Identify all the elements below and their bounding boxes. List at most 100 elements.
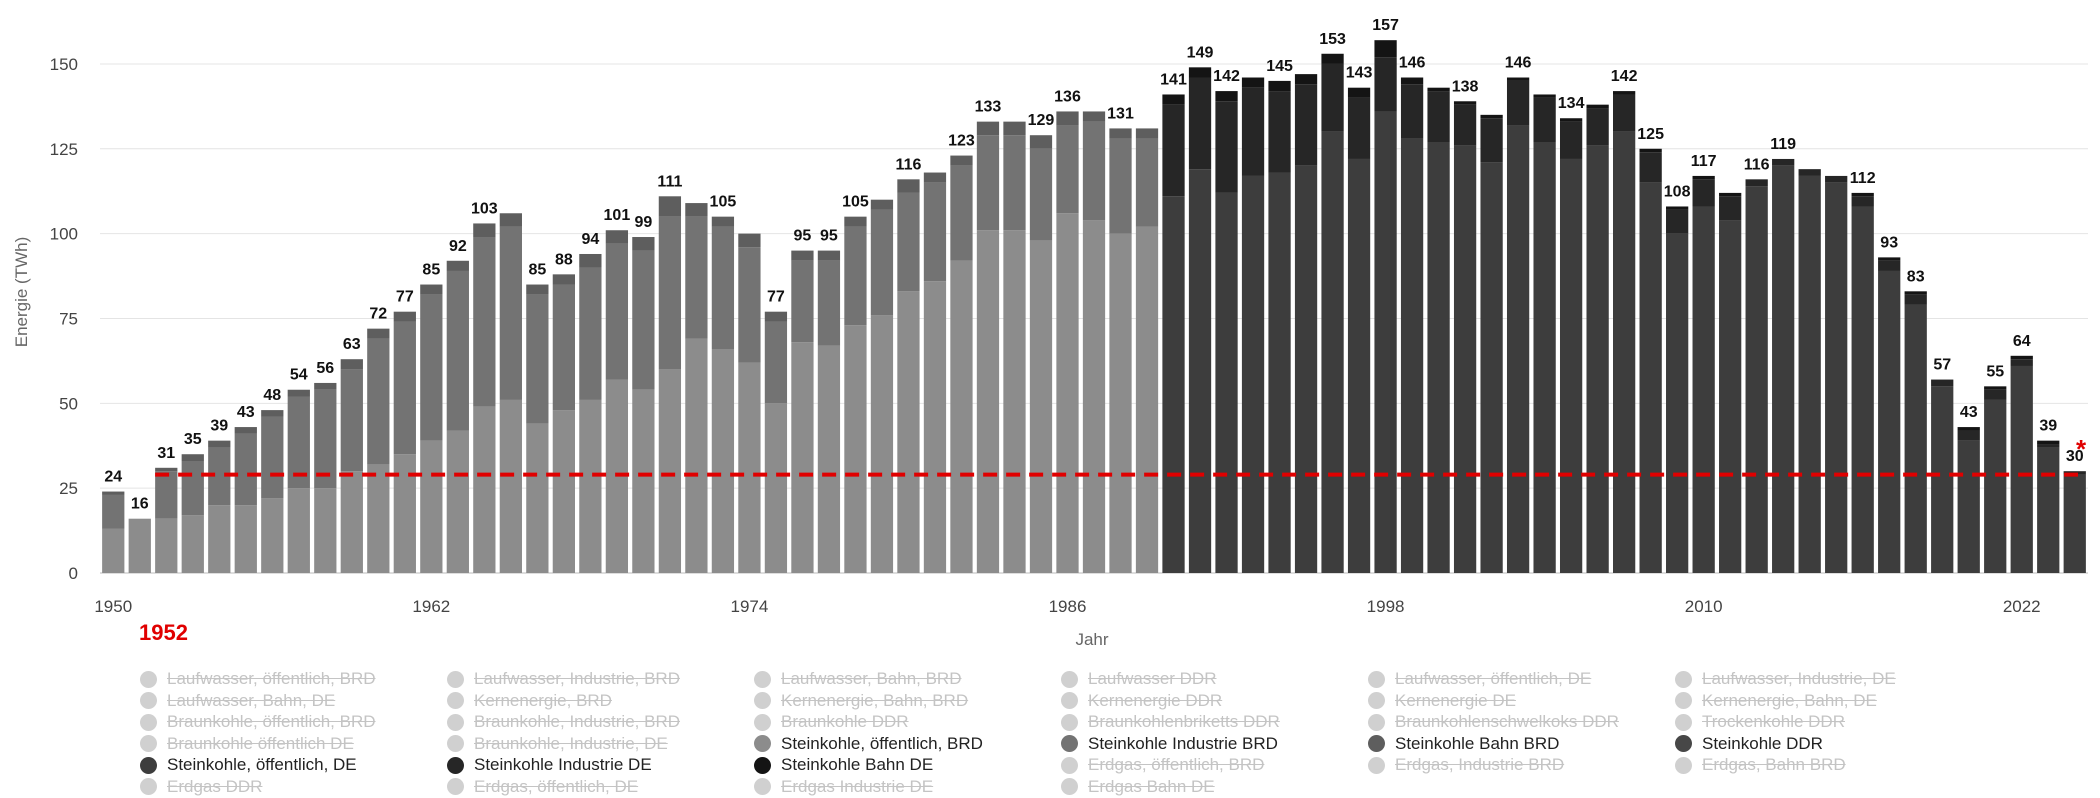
bar-segment[interactable]: [1931, 379, 1954, 387]
bar-segment[interactable]: [393, 454, 416, 573]
legend-item[interactable]: Laufwasser, öffentlich, BRD: [140, 668, 376, 690]
bar-segment[interactable]: [658, 196, 682, 217]
bar-segment[interactable]: [473, 223, 496, 238]
bar-stack[interactable]: [1984, 386, 2007, 573]
bar-segment[interactable]: [1268, 80, 1291, 92]
bar-segment[interactable]: [1453, 145, 1477, 573]
bar-segment[interactable]: [950, 165, 973, 261]
bar-segment[interactable]: [738, 247, 761, 363]
bar-segment[interactable]: [208, 440, 231, 448]
bar-stack[interactable]: [128, 518, 151, 573]
bar-segment[interactable]: [420, 440, 443, 573]
bar-segment[interactable]: [632, 250, 655, 390]
bar-segment[interactable]: [1321, 53, 1344, 64]
bar-segment[interactable]: [1188, 169, 1212, 574]
bar-segment[interactable]: [1586, 108, 1609, 146]
bar-segment[interactable]: [181, 454, 204, 462]
legend-item[interactable]: Laufwasser, Industrie, BRD: [447, 668, 680, 690]
bar-segment[interactable]: [1586, 145, 1609, 573]
bar-segment[interactable]: [1268, 172, 1291, 573]
bar-segment[interactable]: [446, 270, 469, 431]
bar-segment[interactable]: [1374, 57, 1397, 112]
bar-segment[interactable]: [1745, 179, 1768, 187]
bar-stack[interactable]: [1851, 192, 1874, 573]
bar-segment[interactable]: [1003, 121, 1026, 136]
bar-segment[interactable]: [1825, 182, 1848, 573]
bar-segment[interactable]: [711, 226, 735, 350]
legend-item[interactable]: Kernenergie, Bahn, BRD: [754, 690, 968, 712]
bar-segment[interactable]: [287, 389, 310, 397]
legend-item[interactable]: Steinkohle, öffentlich, DE: [140, 754, 357, 776]
bar-segment[interactable]: [1215, 101, 1238, 193]
bar-segment[interactable]: [1374, 111, 1397, 573]
bar-stack[interactable]: [234, 427, 257, 573]
bar-segment[interactable]: [1241, 77, 1265, 88]
bar-segment[interactable]: [287, 396, 310, 489]
legend-item[interactable]: Braunkohle, Industrie, BRD: [447, 711, 680, 733]
bar-segment[interactable]: [1559, 158, 1583, 573]
bar-segment[interactable]: [234, 427, 257, 434]
bar-segment[interactable]: [1957, 427, 1980, 431]
bar-segment[interactable]: [1427, 87, 1450, 92]
bar-segment[interactable]: [1719, 192, 1742, 197]
legend-item[interactable]: Kernenergie, Bahn, DE: [1675, 690, 1877, 712]
bar-segment[interactable]: [1533, 141, 1556, 573]
bar-segment[interactable]: [1984, 389, 2007, 400]
bar-segment[interactable]: [897, 179, 920, 193]
bar-stack[interactable]: [1798, 169, 1821, 573]
bar-segment[interactable]: [102, 528, 125, 573]
bar-segment[interactable]: [1798, 169, 1821, 176]
bar-stack[interactable]: [1639, 148, 1662, 573]
bar-segment[interactable]: [1798, 175, 1821, 573]
bar-stack[interactable]: [950, 155, 973, 573]
bar-segment[interactable]: [102, 491, 125, 495]
bar-segment[interactable]: [605, 243, 629, 380]
bar-stack[interactable]: [685, 203, 708, 573]
bar-segment[interactable]: [552, 284, 575, 411]
bar-segment[interactable]: [155, 518, 178, 573]
bar-stack[interactable]: [181, 454, 204, 573]
bar-segment[interactable]: [738, 362, 761, 573]
bar-stack[interactable]: [367, 328, 390, 573]
bar-segment[interactable]: [499, 226, 522, 400]
bar-segment[interactable]: [1904, 294, 1927, 305]
bar-segment[interactable]: [446, 260, 469, 271]
bar-segment[interactable]: [1851, 192, 1874, 197]
legend-item[interactable]: Steinkohle Industrie DE: [447, 754, 652, 776]
bar-stack[interactable]: [1745, 179, 1768, 574]
bar-segment[interactable]: [1241, 87, 1265, 176]
bar-segment[interactable]: [2010, 355, 2033, 360]
bar-segment[interactable]: [897, 192, 920, 292]
bar-stack[interactable]: [605, 230, 629, 573]
legend-item[interactable]: Erdgas, Bahn BRD: [1675, 754, 1846, 776]
legend-item[interactable]: Braunkohlenbriketts DDR: [1061, 711, 1280, 733]
bar-segment[interactable]: [1321, 131, 1344, 573]
bar-stack[interactable]: [1056, 111, 1079, 573]
bar-stack[interactable]: [1533, 94, 1556, 573]
bar-segment[interactable]: [1400, 84, 1424, 139]
bar-segment[interactable]: [1347, 87, 1371, 98]
bar-segment[interactable]: [1825, 175, 1848, 183]
bar-segment[interactable]: [950, 260, 973, 573]
bar-stack[interactable]: [1268, 80, 1291, 573]
bar-segment[interactable]: [1294, 165, 1318, 573]
bar-segment[interactable]: [711, 349, 735, 573]
bar-stack[interactable]: [1374, 40, 1397, 573]
bar-segment[interactable]: [791, 342, 814, 573]
bar-stack[interactable]: [1878, 257, 1901, 573]
bar-segment[interactable]: [1506, 125, 1530, 574]
bar-segment[interactable]: [1692, 179, 1715, 207]
bar-segment[interactable]: [1241, 175, 1265, 573]
bar-segment[interactable]: [658, 369, 682, 573]
bar-stack[interactable]: [1825, 175, 1848, 573]
bar-segment[interactable]: [1162, 94, 1185, 105]
legend-item[interactable]: Braunkohle, Industrie, DE: [447, 733, 668, 755]
bar-segment[interactable]: [340, 471, 363, 573]
bar-segment[interactable]: [1957, 430, 1980, 441]
bar-segment[interactable]: [1453, 101, 1477, 105]
bar-segment[interactable]: [1957, 440, 1980, 573]
bar-segment[interactable]: [897, 291, 920, 573]
bar-segment[interactable]: [499, 399, 522, 573]
legend-item[interactable]: Braunkohle DDR: [754, 711, 909, 733]
bar-segment[interactable]: [923, 281, 947, 573]
